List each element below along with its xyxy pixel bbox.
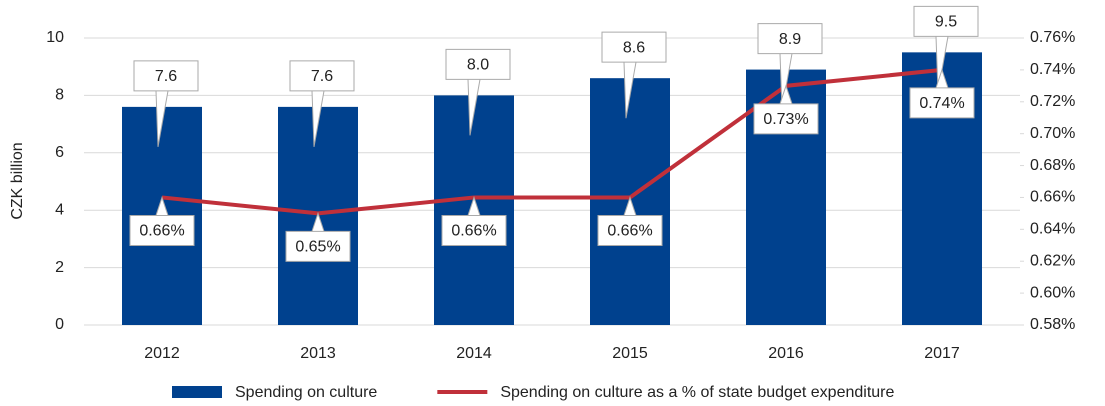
line xyxy=(161,67,943,216)
y2-tick-label: 0.58% xyxy=(1030,316,1075,333)
callout-box xyxy=(129,195,195,246)
y2-tick-label: 0.74% xyxy=(1030,61,1075,78)
legend-swatch xyxy=(172,386,222,398)
y2-tick-label: 0.70% xyxy=(1030,125,1075,142)
y-tick-label: 4 xyxy=(55,201,64,218)
data-label: 8.0 xyxy=(467,57,489,74)
x-tick-label: 2015 xyxy=(612,345,648,362)
callout-box xyxy=(601,31,667,119)
x-tick-label: 2012 xyxy=(144,345,180,362)
x-tick-label: 2016 xyxy=(768,345,804,362)
y2-tick-label: 0.62% xyxy=(1030,252,1075,269)
data-label: 0.66% xyxy=(139,223,184,240)
x-tick-label: 2017 xyxy=(924,345,960,362)
data-label: 0.74% xyxy=(919,95,964,112)
legend-label: Spending on culture as a % of state budg… xyxy=(500,384,894,401)
callout-box xyxy=(289,60,355,147)
data-label: 7.6 xyxy=(311,68,333,85)
data-label: 0.65% xyxy=(295,239,340,256)
y2-tick-label: 0.64% xyxy=(1030,221,1075,238)
y2-tick-label: 0.76% xyxy=(1030,29,1075,46)
data-label: 0.66% xyxy=(451,223,496,240)
callout-box xyxy=(445,48,511,136)
y2-tick-label: 0.72% xyxy=(1030,93,1075,110)
data-label: 0.73% xyxy=(763,111,808,128)
callout-box xyxy=(753,84,819,135)
y2-tick-label: 0.68% xyxy=(1030,157,1075,174)
callout-box xyxy=(441,195,507,246)
y-tick-label: 10 xyxy=(46,29,64,46)
y-tick-label: 2 xyxy=(55,259,64,276)
callout-box xyxy=(285,211,351,262)
data-label: 8.9 xyxy=(779,31,801,48)
y-axis-label: CZK billion xyxy=(9,142,26,219)
data-label: 0.66% xyxy=(607,223,652,240)
y2-tick-label: 0.66% xyxy=(1030,189,1075,206)
legend-label: Spending on culture xyxy=(235,384,377,401)
x-tick-label: 2013 xyxy=(300,345,336,362)
x-tick-label: 2014 xyxy=(456,345,492,362)
data-label: 9.5 xyxy=(935,14,957,31)
y-tick-label: 0 xyxy=(55,316,64,333)
y-tick-label: 8 xyxy=(55,87,64,104)
data-label: 8.6 xyxy=(623,39,645,56)
callout-box xyxy=(597,195,663,246)
data-label: 7.6 xyxy=(155,68,177,85)
callout-box xyxy=(909,68,975,119)
y-tick-label: 6 xyxy=(55,144,64,161)
y2-tick-label: 0.60% xyxy=(1030,284,1075,301)
callout-box xyxy=(133,60,199,147)
